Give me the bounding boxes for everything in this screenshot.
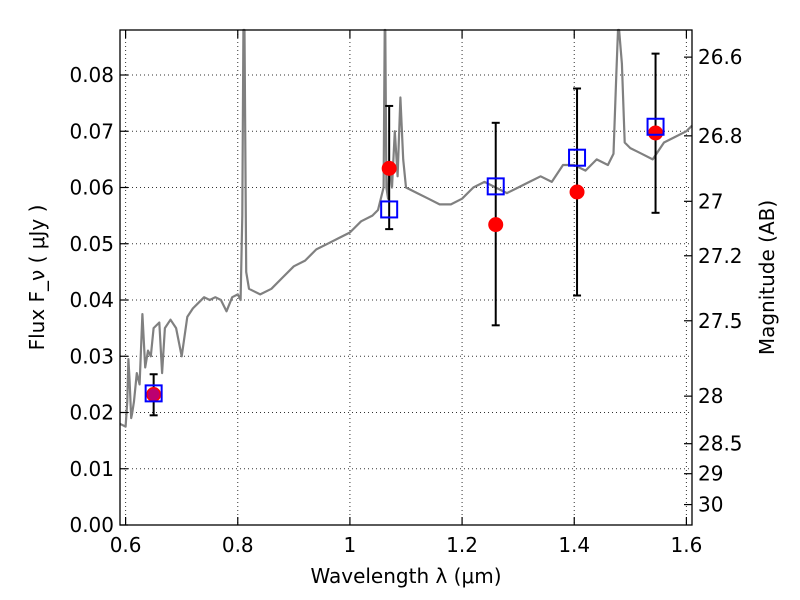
axis-ticks: 0.6 0.8 1 1.2 1.4 1.6 0.00 0.01 0.02 0.03 0.04 0.05… (69, 30, 743, 557)
x-tick-label: 0.6 (110, 533, 142, 557)
y-tick-label: 0.05 (69, 232, 114, 256)
y2-tick-label: 26.6 (698, 45, 743, 69)
y-tick-label: 0.08 (69, 63, 114, 87)
y2-tick-label: 27.2 (698, 244, 743, 268)
y-tick-label: 0.07 (69, 119, 114, 143)
y-tick-label: 0.04 (69, 288, 114, 312)
x-tick-label: 0.8 (222, 533, 254, 557)
y2-axis-label: Magnitude (AB) (755, 200, 779, 355)
x-tick-label: 1.6 (670, 533, 702, 557)
observed-flux-point (569, 184, 585, 200)
x-tick-label: 1.2 (446, 533, 478, 557)
model-flux-square (646, 117, 665, 136)
model-flux-square (568, 148, 587, 167)
overlap-marker (147, 388, 160, 401)
y2-tick-label: 28 (698, 384, 723, 408)
y2-tick-label: 30 (698, 493, 723, 517)
y2-tick-label: 27 (698, 189, 723, 213)
axis-labels: Wavelength λ (μm) Flux F_ν ( μJy ) Magni… (25, 200, 779, 588)
y-tick-label: 0.02 (69, 401, 114, 425)
y2-tick-label: 28.5 (698, 432, 743, 456)
model-flux-square (380, 200, 399, 219)
y-tick-label: 0.03 (69, 344, 114, 368)
y-axis-label: Flux F_ν ( μJy ) (25, 205, 49, 351)
y-tick-label: 0.06 (69, 176, 114, 200)
y2-tick-label: 29 (698, 462, 723, 486)
y-tick-label: 0.00 (69, 513, 114, 537)
y2-tick-label: 27.5 (698, 309, 743, 333)
observed-flux-point (648, 125, 664, 141)
model-flux-square (486, 177, 505, 196)
model-spectrum-line (119, 28, 693, 428)
y2-tick-label: 26.8 (698, 124, 743, 148)
grid (120, 30, 692, 525)
plot-area (119, 28, 693, 428)
plot-frame (119, 29, 693, 526)
model-flux-square (144, 384, 163, 403)
observed-flux-point (381, 160, 397, 176)
y-tick-label: 0.01 (69, 457, 114, 481)
x-tick-label: 1.4 (558, 533, 590, 557)
observed-flux-point (488, 217, 504, 233)
x-tick-label: 1 (344, 533, 357, 557)
x-axis-label: Wavelength λ (μm) (310, 564, 501, 588)
